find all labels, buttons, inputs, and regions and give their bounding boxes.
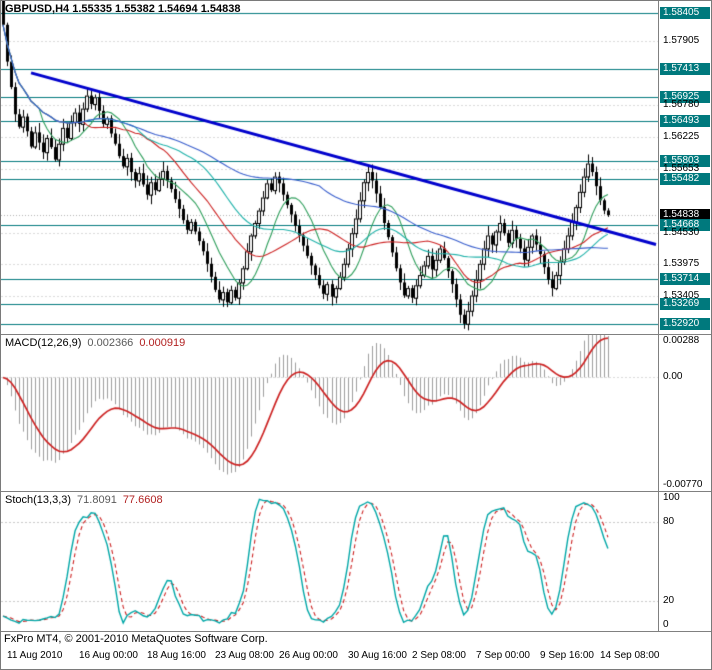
time-axis-label: 7 Sep 00:00 (476, 650, 530, 661)
stoch-d-value: 77.6608 (122, 494, 163, 506)
time-axis-label: 18 Aug 16:00 (147, 650, 206, 661)
price-axis-label: 1.53975 (663, 258, 700, 269)
time-axis-label: 14 Sep 08:00 (600, 650, 660, 661)
stoch-axis-label: 80 (663, 516, 675, 527)
main-chart-panel: 1.58405 1.57905 1.57413 1.56925 1.56780 1.564… (1, 1, 711, 334)
main-chart-canvas[interactable] (1, 1, 658, 334)
price-axis-label: 1.56780 (663, 99, 700, 110)
stoch-axis-label: 0 (663, 619, 669, 630)
price-axis-label: 1.55653 (663, 163, 700, 174)
price-axis-label: 1.57905 (663, 35, 700, 46)
price-axis-label: 1.56493 (660, 115, 710, 127)
time-axis-label: 16 Aug 00:00 (79, 650, 138, 661)
panel-separator[interactable] (1, 491, 711, 492)
macd-label: MACD(12,26,9) 0.002366 0.000919 (5, 337, 185, 349)
price-axis-label: 1.56225 (663, 131, 700, 142)
macd-name: MACD(12,26,9) (5, 337, 82, 349)
time-axis-label: 2 Sep 08:00 (412, 650, 466, 661)
stochastic-axis[interactable]: 100 80 20 0 (658, 492, 711, 631)
price-axis-label: 1.53269 (660, 298, 710, 310)
stochastic-label: Stoch(13,3,3) 71.8091 77.6608 (5, 494, 163, 506)
copyright-text: FxPro MT4, © 2001-2010 MetaQuotes Softwa… (4, 633, 268, 645)
macd-axis[interactable]: 0.00288 0.00 -0.00770 (658, 335, 711, 491)
footer-area: FxPro MT4, © 2001-2010 MetaQuotes Softwa… (1, 632, 711, 669)
stoch-axis-label: 100 (663, 492, 680, 503)
time-axis-label: 30 Aug 16:00 (348, 650, 407, 661)
time-axis-label: 26 Aug 00:00 (279, 650, 338, 661)
stoch-axis-label: 20 (663, 595, 675, 606)
macd-canvas[interactable] (1, 335, 658, 491)
price-axis-label: 1.54668 (660, 219, 710, 231)
stoch-name: Stoch(13,3,3) (5, 494, 72, 506)
price-axis-label: 1.56925 (660, 91, 710, 103)
price-axis[interactable]: 1.58405 1.57905 1.57413 1.56925 1.56780 1.564… (658, 1, 711, 334)
price-axis-label: 1.53405 (663, 290, 700, 301)
price-axis-label: 1.52920 (660, 318, 710, 330)
macd-axis-label: 0.00 (663, 371, 683, 382)
price-axis-label: 1.58405 (660, 7, 710, 19)
macd-axis-label: 0.00288 (663, 335, 700, 346)
price-axis-label: 1.55803 (660, 155, 710, 167)
price-axis-label: 1.53714 (660, 273, 710, 285)
chart-symbol-ohlc-label: GBPUSD,H4 1.55335 1.55382 1.54694 1.5483… (5, 3, 241, 15)
panel-separator[interactable] (1, 631, 711, 632)
macd-axis-label: -0.00770 (663, 479, 703, 490)
price-axis-label: 1.54530 (663, 227, 700, 238)
time-axis-label: 23 Aug 08:00 (215, 650, 274, 661)
price-axis-label: 1.57413 (660, 63, 710, 75)
macd-signal-value: 0.000919 (139, 337, 186, 349)
time-axis-label: 11 Aug 2010 (7, 650, 63, 661)
time-axis[interactable]: 11 Aug 2010 16 Aug 00:00 18 Aug 16:00 23 Au… (1, 647, 660, 667)
stochastic-canvas[interactable] (1, 492, 658, 631)
stochastic-panel: 100 80 20 0 Stoch(13,3,3) 71.8091 77.6608 (1, 492, 711, 631)
panel-separator[interactable] (1, 334, 711, 335)
stoch-k-value: 71.8091 (77, 494, 117, 506)
price-axis-label: 1.55482 (660, 173, 710, 185)
price-axis-label: 1.54838 (660, 209, 710, 221)
macd-main-value: 0.002366 (87, 337, 134, 349)
macd-panel: 0.00288 0.00 -0.00770 MACD(12,26,9) 0.00236… (1, 335, 711, 491)
time-axis-label: 9 Sep 16:00 (540, 650, 594, 661)
